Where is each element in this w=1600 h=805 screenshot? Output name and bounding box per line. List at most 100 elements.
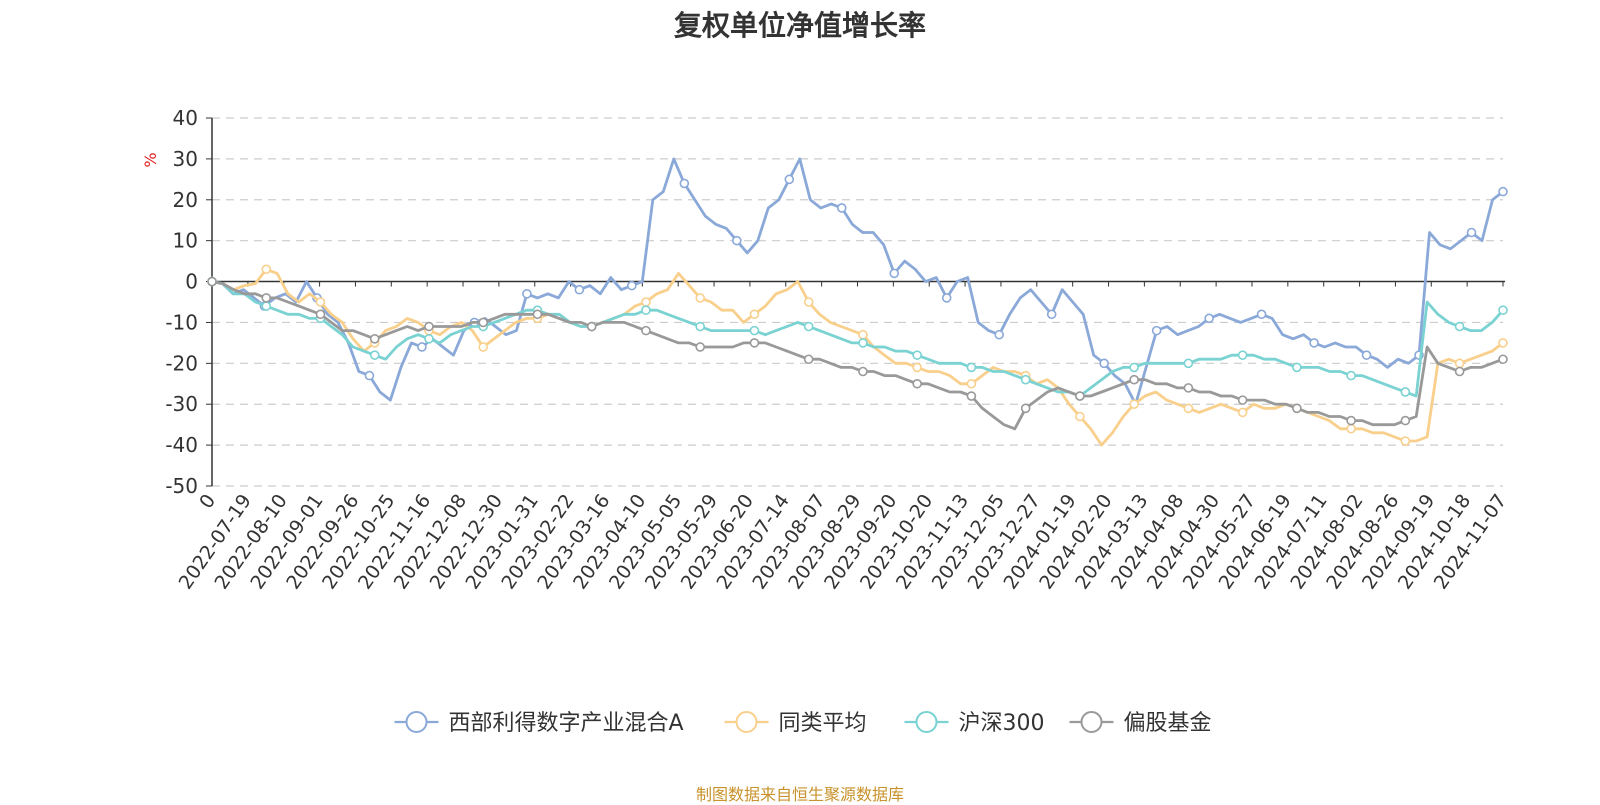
y-tick-label: 40 [173,106,198,130]
data-point [858,338,868,348]
data-point [207,276,217,287]
data-point [858,329,868,340]
data-point [261,301,272,311]
legend-marker [1080,711,1103,733]
legend-marker [915,711,938,733]
legend-item-1[interactable]: 同类平均 [724,711,867,736]
legend-marker [405,711,428,733]
legend-label: 偏股基金 [1124,711,1212,736]
data-point [1454,321,1465,332]
data-point [522,289,532,299]
data-point [424,321,434,332]
data-point [803,354,814,365]
data-point [1498,186,1508,197]
data-point [532,309,543,320]
data-point [803,297,814,307]
legend-item-2[interactable]: 沪深300 [904,711,1045,736]
data-point [803,321,814,332]
chart-title: 复权单位净值增长率 [673,9,926,42]
data-point [941,293,952,303]
legend-label: 西部利得数字产业混合A [449,711,684,736]
data-point [1046,309,1057,320]
legend[interactable]: 西部利得数字产业混合A 同类平均 沪深300 偏股基金 [394,711,1212,736]
series-3 [207,276,1508,431]
x-tick-label: 0 [195,490,220,513]
data-point [966,362,977,373]
y-tick-label: 30 [173,147,198,171]
data-point [1237,407,1248,418]
data-point [749,309,760,320]
data-point [641,297,651,307]
data-point [1292,362,1302,373]
data-point [1183,383,1194,393]
y-tick-label: -20 [165,351,198,375]
data-point [1454,358,1465,369]
data-point [1361,350,1372,360]
data-point [261,264,272,275]
data-point [478,342,489,352]
data-point [641,325,651,336]
data-point [1151,325,1162,336]
data-point [912,378,922,389]
series-2 [207,276,1508,401]
legend-item-0[interactable]: 西部利得数字产业混合A [394,711,684,736]
data-point [836,203,847,213]
y-tick-label: 20 [173,188,198,212]
data-point [1309,338,1319,348]
data-point [424,333,434,344]
data-point [641,305,651,315]
data-point [889,268,900,279]
data-point [1454,366,1465,377]
y-tick-label: 0 [185,270,198,294]
data-point [1498,354,1508,365]
data-point [1075,391,1085,401]
data-point [478,317,489,328]
data-point [1099,358,1109,369]
data-point [1183,358,1194,369]
data-point [695,293,705,303]
data-point [1183,403,1194,414]
y-tick-label: -10 [165,310,198,334]
data-point [858,366,868,377]
data-point [1400,436,1411,446]
data-point [1237,350,1248,360]
data-point [586,321,597,332]
data-point [1204,313,1214,324]
data-point [1020,374,1031,385]
legend-label: 沪深300 [959,711,1045,736]
data-point [912,350,922,360]
data-point [749,325,760,336]
data-point [784,174,795,185]
data-point [1129,374,1139,385]
grid-layer [212,117,1503,487]
data-point [1466,227,1477,238]
y-tick-label: -30 [165,392,198,416]
y-tick-label: 10 [173,229,198,253]
data-point [695,321,705,332]
data-point [695,342,705,352]
data-point [369,333,380,344]
data-point [261,293,272,303]
data-point [1400,387,1411,397]
y-tick-label: -50 [165,474,198,498]
legend-item-3[interactable]: 偏股基金 [1069,711,1212,736]
y-axis-unit: % [141,152,160,167]
data-point [417,342,427,352]
data-point [1346,415,1356,426]
data-point [1256,309,1267,320]
data-point [912,362,922,373]
data-point [1129,399,1139,410]
data-point [369,350,380,360]
data-point [1498,338,1508,348]
data-point [1075,411,1085,422]
data-point [679,178,690,189]
legend-label: 同类平均 [779,711,867,736]
data-point [731,235,742,246]
data-point [574,284,585,295]
data-point [1237,395,1248,405]
data-point [627,280,637,291]
series-layer [207,157,1508,447]
data-point [1129,362,1139,373]
data-point [994,329,1004,340]
